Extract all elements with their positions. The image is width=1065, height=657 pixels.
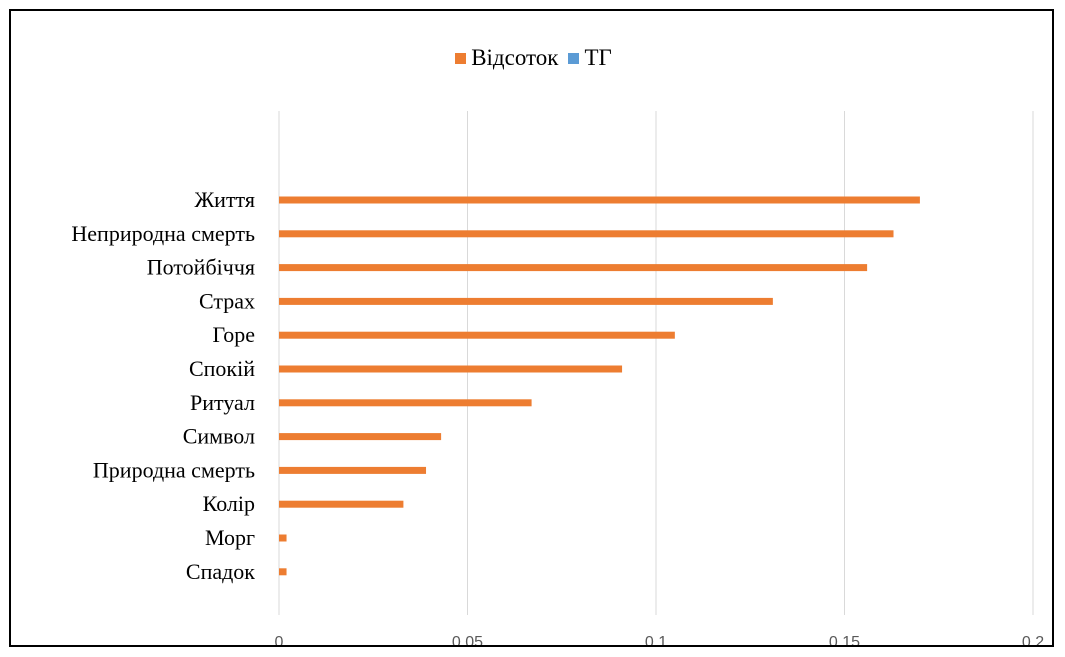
- bar: [279, 500, 404, 508]
- category-label: Потойбіччя: [147, 255, 255, 280]
- legend: Відсоток ТГ: [11, 45, 1056, 71]
- category-label: Життя: [194, 187, 255, 212]
- bar: [279, 466, 427, 474]
- category-label: Колір: [203, 491, 255, 516]
- bar: [279, 433, 442, 441]
- bar: [279, 331, 675, 339]
- legend-label-series-2: ТГ: [584, 45, 612, 70]
- category-label: Спадок: [186, 559, 255, 584]
- bar: [279, 196, 920, 204]
- bar-chart: Життя Неприродна смерть Потойбіччя Страх Гор…: [71, 111, 1044, 645]
- legend-swatch-series-2: [568, 52, 580, 64]
- bar: [279, 534, 287, 542]
- category-label: Спокій: [189, 356, 255, 381]
- category-label: Неприродна смерть: [71, 221, 255, 246]
- x-tick-label: 0,1: [645, 634, 667, 645]
- legend-item-series-1: Відсоток: [455, 45, 558, 71]
- category-label: Горе: [212, 322, 255, 347]
- bar: [279, 230, 894, 238]
- bar: [279, 568, 287, 576]
- category-label: Символ: [183, 424, 255, 449]
- bar: [279, 264, 868, 272]
- chart-frame: Відсоток ТГ Життя Неприродна смерть Потойб…: [9, 9, 1054, 647]
- legend-item-series-2: ТГ: [568, 45, 612, 71]
- legend-swatch-series-1: [455, 52, 467, 64]
- x-tick-label: 0,05: [452, 634, 483, 645]
- x-tick-label: 0,2: [1022, 634, 1044, 645]
- legend-label-series-1: Відсоток: [471, 45, 559, 70]
- bar: [279, 297, 773, 305]
- category-label: Природна смерть: [93, 457, 255, 482]
- category-label: Страх: [199, 288, 255, 313]
- x-tick-label: 0,15: [829, 634, 860, 645]
- x-tick-label: 0: [275, 634, 284, 645]
- bar: [279, 365, 623, 373]
- category-label: Морг: [205, 525, 255, 550]
- category-label: Ритуал: [190, 390, 255, 415]
- bar: [279, 399, 532, 407]
